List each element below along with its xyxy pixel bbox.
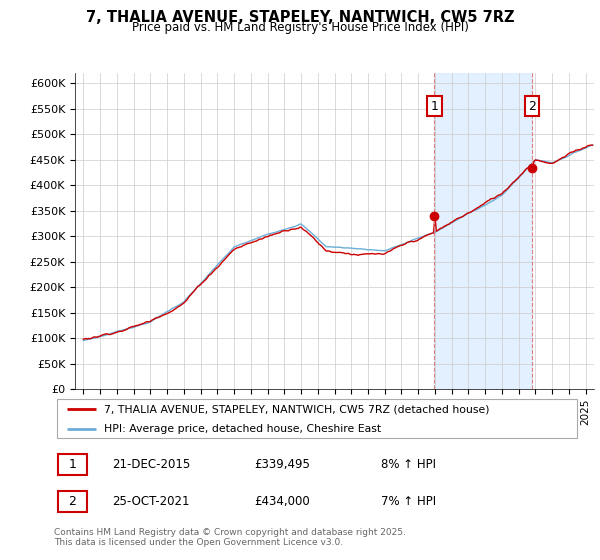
Text: 7, THALIA AVENUE, STAPELEY, NANTWICH, CW5 7RZ (detached house): 7, THALIA AVENUE, STAPELEY, NANTWICH, CW… — [104, 404, 490, 414]
Text: £434,000: £434,000 — [254, 494, 310, 508]
Text: 7, THALIA AVENUE, STAPELEY, NANTWICH, CW5 7RZ: 7, THALIA AVENUE, STAPELEY, NANTWICH, CW… — [86, 10, 514, 25]
Text: 1: 1 — [68, 458, 76, 472]
Text: 8% ↑ HPI: 8% ↑ HPI — [382, 458, 436, 472]
Text: Contains HM Land Registry data © Crown copyright and database right 2025.
This d: Contains HM Land Registry data © Crown c… — [54, 528, 406, 547]
Text: 7% ↑ HPI: 7% ↑ HPI — [382, 494, 436, 508]
FancyBboxPatch shape — [58, 491, 87, 512]
FancyBboxPatch shape — [58, 454, 87, 475]
Text: 1: 1 — [431, 100, 439, 113]
Text: 2: 2 — [68, 494, 76, 508]
Text: £339,495: £339,495 — [254, 458, 311, 472]
Text: 2: 2 — [529, 100, 536, 113]
Bar — [434, 73, 532, 389]
Text: HPI: Average price, detached house, Cheshire East: HPI: Average price, detached house, Ches… — [104, 424, 381, 433]
FancyBboxPatch shape — [56, 399, 577, 438]
Text: 21-DEC-2015: 21-DEC-2015 — [112, 458, 190, 472]
Text: Price paid vs. HM Land Registry's House Price Index (HPI): Price paid vs. HM Land Registry's House … — [131, 21, 469, 34]
Text: 25-OCT-2021: 25-OCT-2021 — [112, 494, 190, 508]
